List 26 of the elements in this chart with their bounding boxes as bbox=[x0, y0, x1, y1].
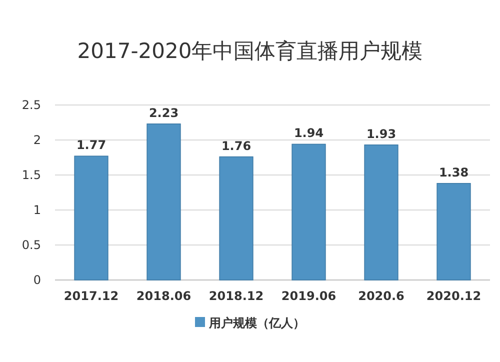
bar bbox=[74, 156, 108, 280]
data-label: 1.93 bbox=[366, 126, 396, 141]
data-label: 1.38 bbox=[438, 165, 469, 180]
data-label: 1.77 bbox=[76, 138, 106, 152]
bar bbox=[292, 144, 326, 280]
bar bbox=[436, 183, 471, 280]
legend-label: 用户规模（亿人） bbox=[208, 316, 305, 330]
y-tick-label: 2 bbox=[33, 133, 41, 147]
chart-title: 2017-2020年中国体育直播用户规模 bbox=[77, 39, 423, 63]
y-tick-label: 0.5 bbox=[22, 238, 41, 252]
x-tick-label: 2019.06 bbox=[281, 289, 336, 303]
data-label: 2.23 bbox=[148, 106, 179, 120]
y-tick-label: 1.5 bbox=[22, 168, 41, 182]
bar bbox=[364, 144, 398, 280]
data-label: 1.76 bbox=[221, 138, 252, 153]
x-tick-label: 2020.12 bbox=[426, 289, 482, 303]
bar bbox=[219, 156, 254, 280]
y-tick-label: 1 bbox=[33, 203, 41, 217]
y-tick-label: 2.5 bbox=[22, 98, 41, 112]
x-tick-label: 2017.12 bbox=[64, 289, 119, 303]
x-tick-label: 2020.6 bbox=[358, 289, 404, 303]
x-tick-label: 2018.12 bbox=[208, 289, 264, 303]
bar bbox=[146, 124, 181, 280]
x-tick-label: 2018.06 bbox=[136, 289, 192, 303]
data-label: 1.94 bbox=[294, 126, 324, 140]
y-tick-label: 0 bbox=[33, 273, 41, 287]
